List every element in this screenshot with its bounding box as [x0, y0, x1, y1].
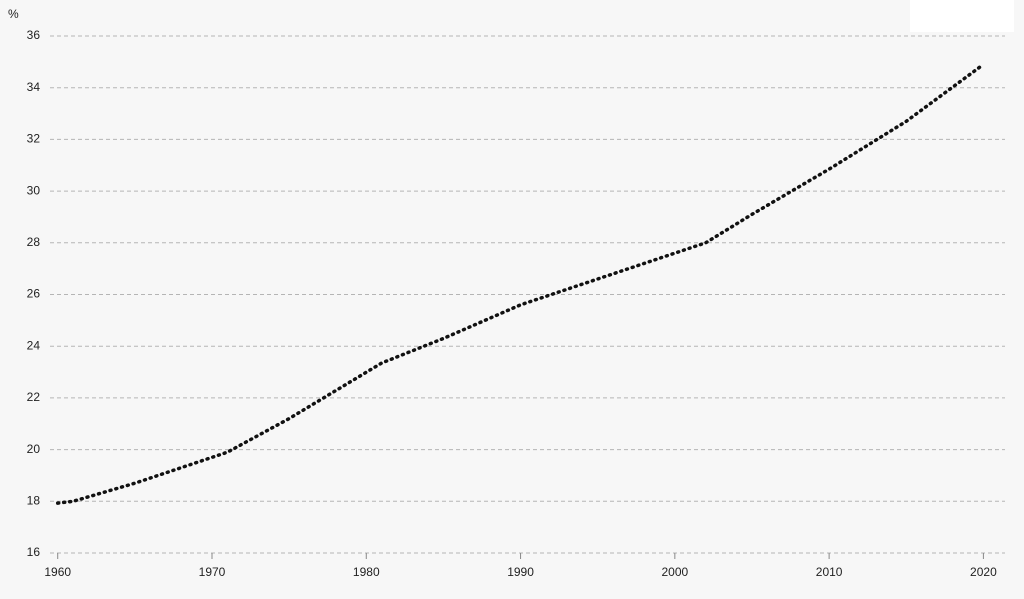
y-tick-label: 18	[27, 493, 41, 507]
x-tick-label: 2000	[661, 565, 688, 579]
y-axis-label: %	[8, 7, 19, 21]
legend-box	[910, 0, 1014, 32]
y-tick-label: 22	[27, 390, 41, 404]
y-tick-label: 16	[27, 545, 41, 559]
x-tick-label: 2020	[970, 565, 997, 579]
y-tick-label: 24	[27, 338, 41, 352]
x-tick-label: 1980	[353, 565, 380, 579]
y-tick-label: 28	[27, 235, 41, 249]
x-tick-label: 1990	[507, 565, 534, 579]
y-tick-label: 26	[27, 287, 41, 301]
data-line	[55, 62, 986, 505]
y-tick-label: 36	[27, 28, 41, 42]
x-tick-label: 2010	[816, 565, 843, 579]
x-tick-label: 1960	[44, 565, 71, 579]
y-tick-label: 30	[27, 183, 41, 197]
x-tick-label: 1970	[199, 565, 226, 579]
y-tick-label: 34	[27, 80, 41, 94]
y-tick-label: 32	[27, 132, 41, 146]
y-tick-label: 20	[27, 442, 41, 456]
